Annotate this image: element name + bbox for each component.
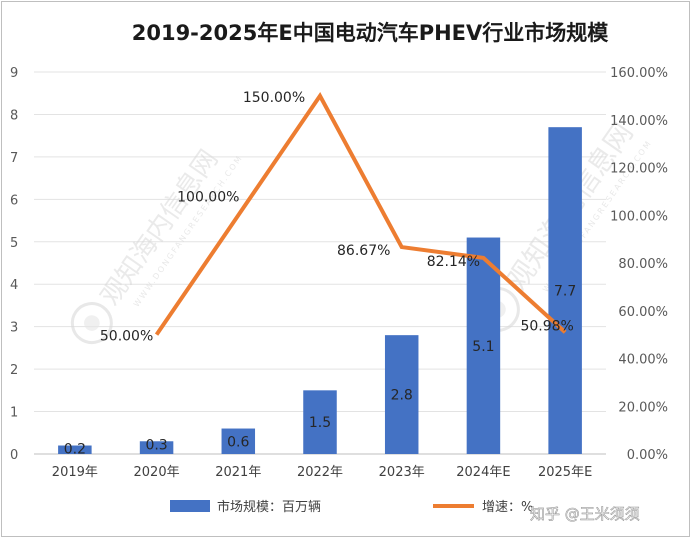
right-tick-label: 80.00% — [618, 257, 668, 272]
right-tick-label: 160.00% — [610, 66, 668, 81]
bar-value-label: 0.2 — [64, 442, 86, 458]
legend-label-line: 增速：% — [482, 500, 533, 515]
right-tick-label: 20.00% — [618, 400, 668, 415]
watermark-logo — [70, 302, 113, 345]
bar — [58, 445, 92, 454]
left-tick-label: 9 — [10, 66, 18, 81]
growth-line — [154, 92, 567, 336]
bar — [384, 335, 419, 454]
bar-value-label: 0.3 — [145, 437, 167, 453]
line-value-label: 50.98% — [520, 318, 573, 334]
bar-value-label: 7.7 — [554, 284, 576, 300]
x-tick-label: 2022年 — [297, 465, 343, 480]
bar — [303, 390, 337, 454]
right-tick-label: 40.00% — [618, 353, 668, 368]
x-tick-label: 2024年E — [456, 465, 510, 480]
bar-value-label: 5.1 — [472, 339, 494, 355]
bar — [466, 237, 501, 454]
right-tick-label: 100.00% — [610, 209, 668, 224]
watermark-text: 观知海内信息网 — [95, 145, 224, 311]
line-value-label: 86.67% — [337, 243, 390, 259]
left-tick-label: 3 — [10, 321, 18, 336]
x-tick-label: 2025年E — [538, 465, 592, 480]
right-tick-label: 0.00% — [627, 448, 668, 463]
x-tick-label: 2023年 — [379, 465, 425, 480]
right-tick-label: 120.00% — [610, 162, 668, 177]
bar-value-label: 2.8 — [391, 388, 413, 404]
x-tick-label: 2019年 — [52, 465, 98, 480]
left-tick-label: 6 — [10, 193, 18, 208]
bar-series: 0.2 0.3 0.6 1.5 2.8 5.1 7.7 — [58, 127, 582, 458]
line-value-label: 50.00% — [100, 329, 153, 345]
left-tick-label: 5 — [10, 236, 18, 251]
chart-title: 2019-2025年E中国电动汽车PHEV行业市场规模 — [132, 21, 610, 45]
bar — [139, 441, 174, 454]
credit-watermark: 知乎 @王米须须 — [530, 505, 640, 523]
line-value-label: 82.14% — [427, 254, 480, 270]
left-tick-label: 7 — [10, 151, 18, 166]
left-tick-label: 8 — [10, 108, 18, 123]
line-value-label: 100.00% — [177, 189, 239, 205]
bar — [548, 127, 582, 454]
x-axis: 2019年 2020年 2021年 2022年 2023年 2024年E 2025年E — [52, 465, 592, 480]
left-tick-label: 0 — [10, 448, 18, 463]
legend-label-bar: 市场规模：百万辆 — [217, 499, 321, 515]
line-value-label: 150.00% — [243, 90, 305, 106]
x-tick-label: 2020年 — [134, 465, 180, 480]
line-series: 50.00% 100.00% 150.00% 86.67% 82.14% 50.98% — [100, 90, 574, 345]
x-tick-label: 2021年 — [215, 465, 261, 480]
right-tick-label: 60.00% — [618, 305, 668, 320]
watermark-logo-dot — [84, 315, 100, 331]
legend: 市场规模：百万辆 增速：% — [170, 499, 533, 515]
bar-value-label: 1.5 — [309, 415, 331, 431]
bar-value-label: 0.6 — [227, 434, 249, 450]
right-axis: 0.00% 20.00% 40.00% 60.00% 80.00% 100.00% 120.… — [610, 66, 668, 463]
legend-swatch-bar — [170, 500, 210, 512]
bar — [221, 428, 256, 454]
left-axis: 0 1 2 3 4 5 6 7 8 9 — [10, 66, 18, 463]
right-tick-label: 140.00% — [610, 114, 668, 129]
left-tick-label: 1 — [10, 406, 18, 421]
left-tick-label: 4 — [10, 278, 18, 293]
left-tick-label: 2 — [10, 363, 18, 378]
